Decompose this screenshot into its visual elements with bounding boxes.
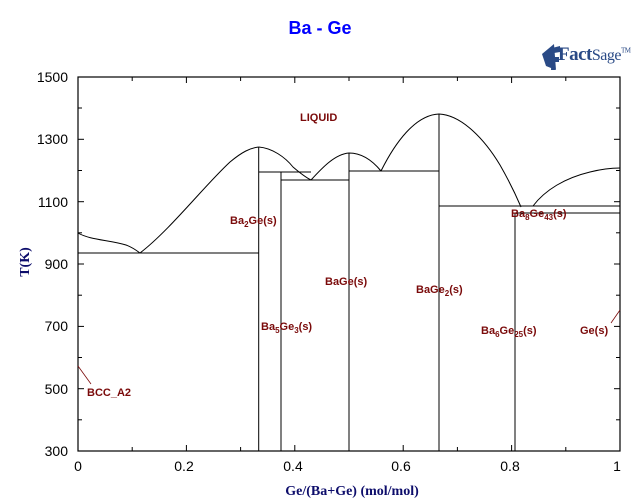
svg-text:900: 900 xyxy=(45,256,69,272)
liquidus-ba2ge-right xyxy=(258,146,312,181)
x-tick-labels: 0 0.2 0.4 0.6 0.8 1 xyxy=(74,458,621,474)
svg-text:1500: 1500 xyxy=(37,69,68,85)
label-ba5ge3: Ba5Ge3(s) xyxy=(261,321,312,335)
label-bage2: BaGe2(s) xyxy=(416,284,463,298)
svg-text:0.6: 0.6 xyxy=(391,458,411,474)
phase-boundaries xyxy=(77,113,621,451)
svg-text:1300: 1300 xyxy=(37,131,68,147)
label-ba2ge: Ba2Ge(s) xyxy=(230,215,277,229)
svg-text:0.2: 0.2 xyxy=(174,458,194,474)
liquidus-bage2 xyxy=(380,113,522,208)
label-bage: BaGe(s) xyxy=(325,276,368,288)
chart-title: Ba - Ge xyxy=(288,18,352,38)
y-tick-labels: 1500 1300 1100 900 700 500 300 xyxy=(37,69,68,459)
svg-text:500: 500 xyxy=(45,381,69,397)
label-liquid: LIQUID xyxy=(300,112,337,124)
label-ges: Ge(s) xyxy=(580,325,608,337)
label-ba6ge25: Ba6Ge25(s) xyxy=(481,325,537,339)
svg-text:300: 300 xyxy=(45,443,69,459)
x-ticks xyxy=(131,77,567,451)
factsage-logo-text: FactSageTM xyxy=(558,44,631,65)
label-ba8ge43: Ba8Ge43(s) xyxy=(511,208,567,222)
svg-text:700: 700 xyxy=(45,318,69,334)
x-axis-title: Ge/(Ba+Ge) (mol/mol) xyxy=(285,484,419,499)
factsage-logo: FactSageTM xyxy=(538,40,631,74)
liquidus-ba2ge-left xyxy=(139,146,259,254)
y-axis-title: T(K) xyxy=(18,247,33,277)
svg-text:0: 0 xyxy=(74,458,82,474)
svg-text:1: 1 xyxy=(613,458,621,474)
svg-text:0.8: 0.8 xyxy=(500,458,520,474)
liquidus-ba-side xyxy=(77,232,141,254)
liquidus-bage xyxy=(310,152,382,181)
factsage-logo-icon xyxy=(542,44,560,70)
y-ticks xyxy=(78,76,620,421)
liquidus-ge-side xyxy=(532,167,621,207)
label-bcc-a2: BCC_A2 xyxy=(87,387,131,399)
svg-text:1100: 1100 xyxy=(38,194,68,210)
bcc-leader-line xyxy=(77,365,92,385)
svg-text:0.4: 0.4 xyxy=(283,458,303,474)
ges-leader-line xyxy=(610,309,621,324)
